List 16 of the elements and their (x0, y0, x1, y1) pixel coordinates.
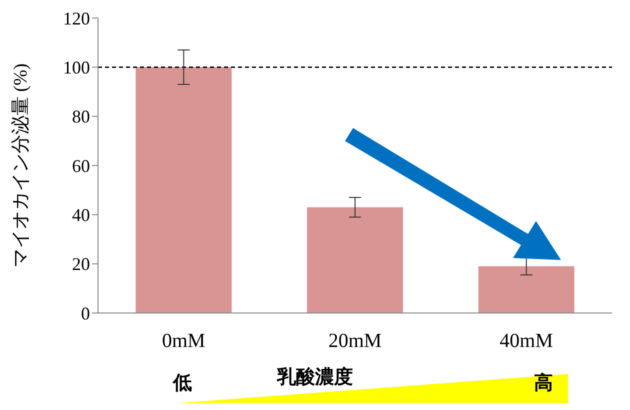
y-tick-label: 0 (81, 303, 90, 324)
x-tick-label: 20mM (328, 330, 382, 352)
y-tick-label: 120 (63, 8, 90, 28)
y-tick-label: 40 (72, 205, 90, 226)
x-axis-title: 乳酸濃度 (277, 367, 353, 388)
text: 低 (173, 372, 192, 396)
y-tick-label: 80 (72, 106, 90, 127)
bar (478, 266, 574, 313)
x-tick-label: 40mM (500, 330, 554, 352)
x-tick-label: 0mM (162, 330, 206, 352)
y-tick-label: 100 (63, 58, 90, 78)
y-tick-label: 20 (72, 254, 90, 274)
y-tick-label: 60 (72, 156, 90, 176)
y-axis-title: マイオカイン分泌量 (%) (10, 63, 32, 268)
text: 高 (534, 372, 553, 396)
bar (136, 67, 232, 313)
